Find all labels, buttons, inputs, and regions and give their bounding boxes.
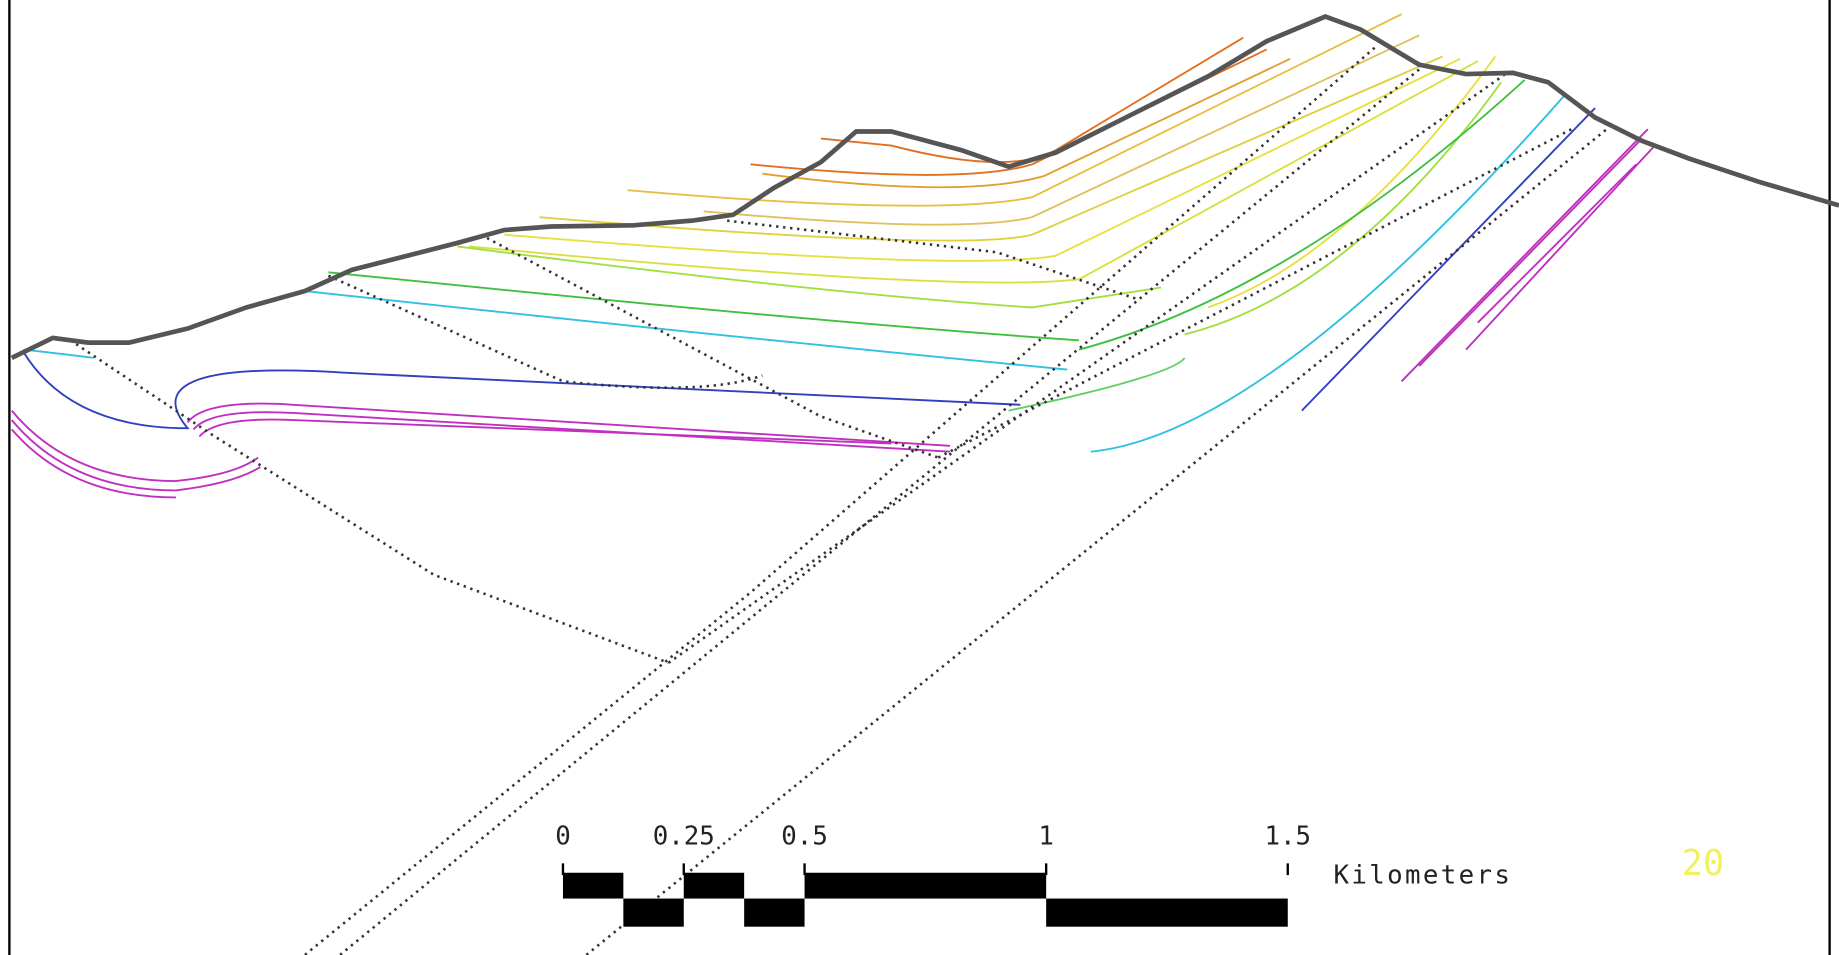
page: Kilometers 00.250.511.5 20 (() => { cons… bbox=[0, 0, 1839, 955]
stratum bbox=[1208, 56, 1495, 307]
corner-label: 20 bbox=[1682, 843, 1724, 884]
scale-tick-label: 1 bbox=[1038, 822, 1054, 852]
scale-unit: Kilometers bbox=[1334, 860, 1513, 890]
scale-segment bbox=[805, 873, 1047, 899]
stratum bbox=[12, 429, 176, 497]
scale-segment bbox=[623, 899, 683, 927]
scale-tick-label: 1.5 bbox=[1264, 822, 1311, 852]
fault bbox=[669, 73, 1508, 663]
scale-tick-label: 0 bbox=[555, 822, 571, 852]
fault bbox=[70, 340, 668, 663]
scale-segment bbox=[1046, 899, 1288, 927]
scale-tick-label: 0.5 bbox=[781, 822, 828, 852]
stratum bbox=[1466, 147, 1654, 350]
scale-bar: Kilometers 0 0.25 0.5 1 1.5 bbox=[555, 822, 1512, 927]
stratum bbox=[194, 412, 950, 452]
scale-tick-label: 0.25 bbox=[653, 822, 715, 852]
stratum bbox=[627, 14, 1401, 205]
stratum bbox=[23, 350, 93, 358]
stratum bbox=[1478, 164, 1636, 322]
stratum bbox=[188, 404, 950, 446]
scale-segment bbox=[684, 873, 744, 899]
stratum bbox=[762, 59, 1290, 187]
fault bbox=[305, 45, 1378, 955]
stratum bbox=[1091, 94, 1566, 452]
cross-section: Kilometers 0 0.25 0.5 1 1.5 20 bbox=[0, 0, 1839, 955]
stratum bbox=[1185, 82, 1502, 334]
stratum bbox=[199, 420, 891, 444]
stratum bbox=[12, 411, 258, 481]
stratum bbox=[12, 420, 261, 490]
fault bbox=[340, 65, 1425, 955]
scale-segment bbox=[563, 873, 623, 899]
frame bbox=[9, 0, 1829, 955]
stratum bbox=[1419, 139, 1642, 367]
stratum bbox=[1302, 108, 1595, 411]
stratum bbox=[1079, 80, 1525, 350]
scale-segment bbox=[744, 899, 804, 927]
stratum bbox=[1402, 129, 1648, 381]
strata bbox=[12, 14, 1654, 497]
stratum bbox=[821, 38, 1243, 162]
faults bbox=[70, 45, 1606, 955]
